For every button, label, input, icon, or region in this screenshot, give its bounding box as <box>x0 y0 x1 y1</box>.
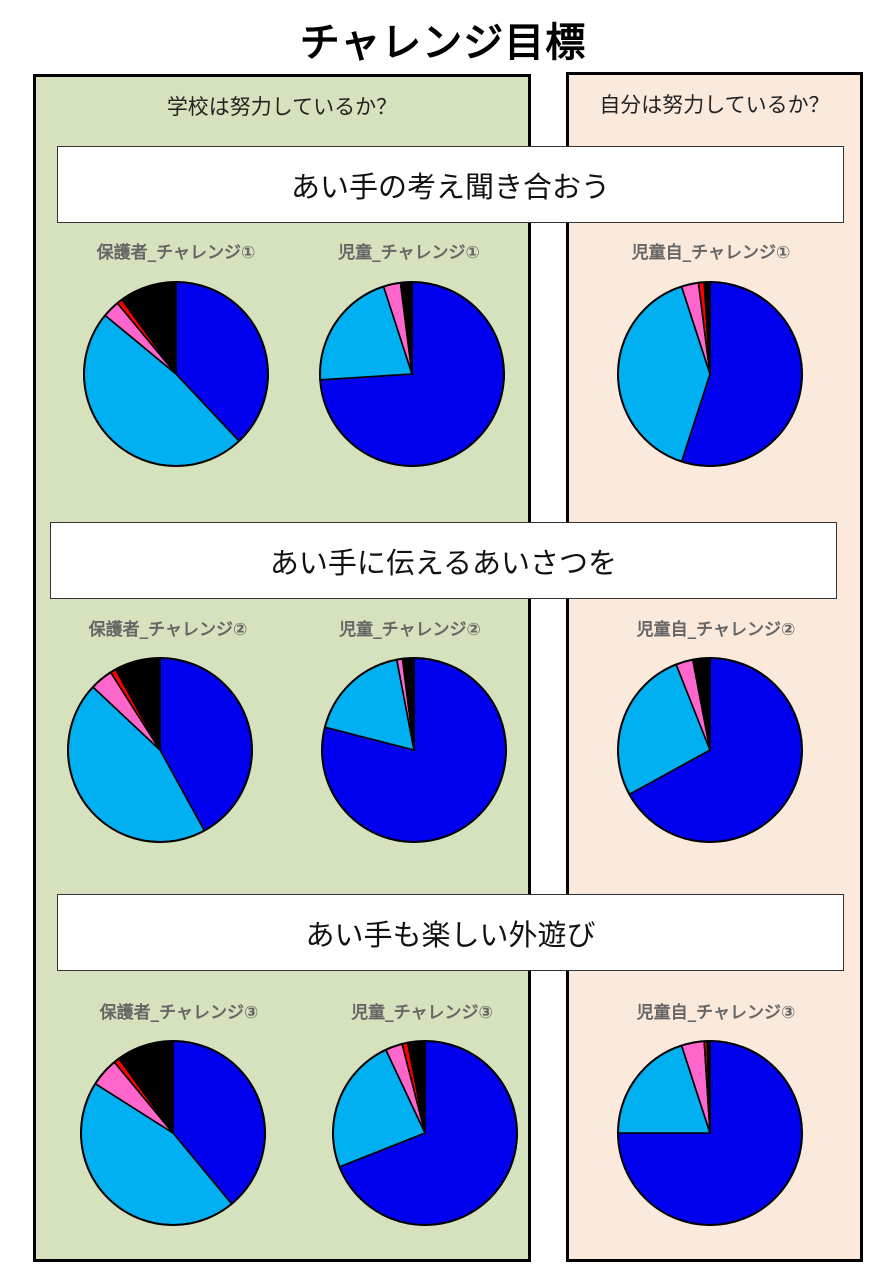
pie-title-self-3: 児童自_チャレンジ③ <box>636 1003 796 1023</box>
pie-outline <box>332 1040 518 1226</box>
pie-title-child-1: 児童_チャレンジ① <box>338 243 480 263</box>
pie-chart-self-3 <box>617 1040 803 1226</box>
pie-chart-parent-1 <box>83 281 269 467</box>
pie-outline <box>617 281 803 467</box>
pie-chart-child-1 <box>319 281 505 467</box>
goal-banner-2: あい手に伝えるあいさつを <box>50 522 837 599</box>
pie-outline <box>80 1040 266 1226</box>
page-title: チャレンジ目標 <box>299 20 587 66</box>
pie-chart-child-2 <box>321 657 507 843</box>
pie-outline <box>67 657 253 843</box>
pie-title-parent-2: 保護者_チャレンジ② <box>88 620 248 640</box>
pie-title-self-1: 児童自_チャレンジ① <box>631 243 791 263</box>
pie-title-parent-1: 保護者_チャレンジ① <box>96 243 256 263</box>
pie-title-child-3: 児童_チャレンジ③ <box>351 1003 493 1023</box>
pie-outline <box>321 657 507 843</box>
pie-title-parent-3: 保護者_チャレンジ③ <box>99 1003 259 1023</box>
pie-outline <box>617 657 803 843</box>
pie-chart-parent-2 <box>67 657 253 843</box>
school-effort-header: 学校は努力しているか？ <box>166 95 398 119</box>
goal-banner-3: あい手も楽しい外遊び <box>57 894 844 971</box>
pie-chart-self-1 <box>617 281 803 467</box>
pie-chart-self-2 <box>617 657 803 843</box>
goal-banner-1: あい手の考え聞き合おう <box>57 146 844 223</box>
pie-outline <box>319 281 505 467</box>
pie-chart-parent-3 <box>80 1040 266 1226</box>
pie-title-self-2: 児童自_チャレンジ② <box>636 620 796 640</box>
pie-title-child-2: 児童_チャレンジ② <box>339 620 481 640</box>
self-effort-header: 自分は努力しているか？ <box>599 93 830 117</box>
pie-outline <box>617 1040 803 1226</box>
pie-outline <box>83 281 269 467</box>
pie-chart-child-3 <box>332 1040 518 1226</box>
